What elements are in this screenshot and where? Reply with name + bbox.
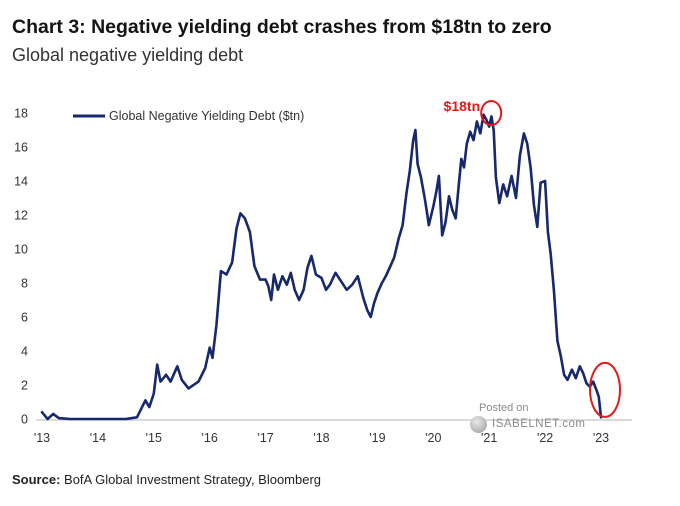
x-tick-label: '16 [202,431,218,445]
legend-label: Global Negative Yielding Debt ($tn) [109,109,304,123]
highlight-circle-peak [480,100,503,126]
y-tick-label: 10 [14,243,28,257]
source-text: BofA Global Investment Strategy, Bloombe… [64,472,322,487]
x-tick-label: '14 [90,431,106,445]
series-line [40,113,603,421]
y-tick-label: 16 [14,141,28,155]
legend: Global Negative Yielding Debt ($tn) [73,109,304,123]
x-tick-label: '21 [481,431,497,445]
chart-title: Chart 3: Negative yielding debt crashes … [12,16,552,38]
y-tick-label: 0 [21,413,28,427]
watermark-posted-on: Posted on [479,402,529,414]
y-tick-label: 18 [14,107,28,121]
highlight-circle-latest [589,361,621,418]
x-tick-label: '19 [369,431,385,445]
x-tick-label: '22 [537,431,553,445]
y-tick-label: 4 [21,345,28,359]
source-label: Source: [12,472,61,487]
x-tick-label: '13 [34,431,50,445]
x-tick-label: '23 [593,431,609,445]
chart-subtitle: Global negative yielding debt [12,45,244,65]
series-layer [40,113,603,421]
source-line: Source: BofA Global Investment Strategy,… [12,472,321,487]
y-tick-label: 14 [14,175,28,189]
x-tick-label: '20 [425,431,441,445]
y-tick-label: 2 [21,379,28,393]
x-tick-label: '17 [257,431,273,445]
y-axis: 0 2 4 6 8 10 12 14 16 18 [14,107,28,427]
y-tick-label: 12 [14,209,28,223]
watermark-site: ISABELNET.com [492,418,586,430]
y-tick-label: 8 [21,277,28,291]
x-axis: '13 '14 '15 '16 '17 '18 '19 '20 '21 '22 '23 [34,419,632,445]
watermark: Posted on ISABELNET.com [470,402,590,436]
x-tick-label: '15 [146,431,162,445]
peak-annotation-label: $18tn [444,98,481,114]
y-tick-label: 6 [21,311,28,325]
globe-icon [470,416,487,433]
annotation-layer: $18tn [444,98,621,418]
x-tick-label: '18 [313,431,329,445]
